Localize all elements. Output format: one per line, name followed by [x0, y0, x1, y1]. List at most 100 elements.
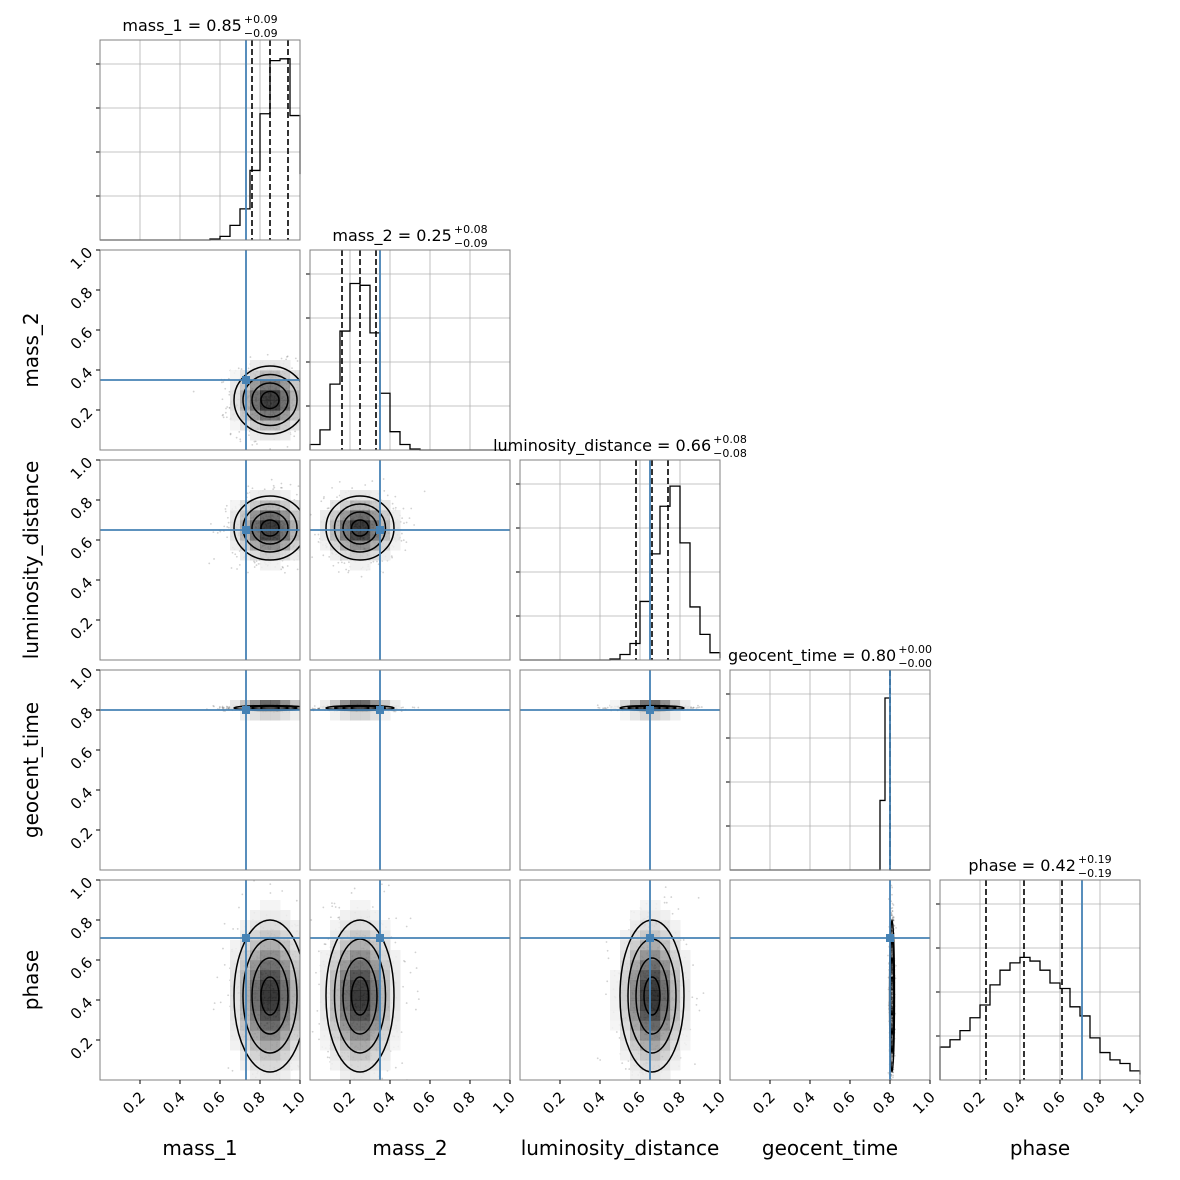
sample-point: [303, 523, 305, 525]
density-cell: [250, 380, 261, 391]
density-cell: [290, 700, 300, 711]
sample-point: [364, 484, 367, 486]
density-cell: [370, 510, 381, 521]
density-cell: [260, 550, 271, 561]
density-cell: [280, 710, 291, 721]
sample-point: [301, 419, 303, 421]
sample-point: [303, 378, 305, 380]
density-cell: [260, 710, 271, 721]
sample-point: [284, 571, 286, 574]
sample-point: [238, 431, 241, 433]
sample-point: [235, 555, 238, 558]
density-cell: [250, 710, 261, 721]
sample-point: [404, 549, 407, 552]
histogram-title: phase = 0.42: [968, 856, 1075, 875]
sample-point: [249, 356, 252, 358]
sample-point: [370, 561, 372, 564]
density-cell: [280, 540, 291, 551]
truth-marker: [242, 526, 250, 534]
sample-point: [260, 468, 262, 470]
sample-point: [212, 531, 215, 534]
sample-point: [234, 553, 237, 556]
sample-point: [318, 707, 321, 710]
density-cell: [370, 540, 381, 551]
density-cell: [340, 500, 351, 511]
scatter-panel-mass_2-luminosity_distance: [302, 459, 511, 661]
sample-point: [221, 706, 224, 709]
histogram-title: luminosity_distance = 0.66: [493, 436, 711, 456]
panel-frame: [99, 669, 301, 871]
sample-point: [312, 548, 314, 550]
density-cell: [370, 550, 381, 561]
sample-point: [286, 445, 289, 448]
sample-point: [303, 707, 305, 709]
density-cell: [270, 410, 281, 421]
contour-line: [333, 503, 387, 553]
density-cell: [290, 380, 300, 391]
sample-point: [386, 494, 389, 497]
density-cell: [340, 550, 351, 561]
sample-point: [408, 517, 411, 520]
sample-point: [382, 571, 385, 574]
panel-content: [100, 460, 314, 660]
sample-point: [229, 433, 232, 436]
density-cell: [270, 390, 281, 401]
density-cell: [340, 490, 351, 501]
title-median: phase = 0.42: [968, 856, 1075, 875]
density-cell: [320, 520, 331, 531]
sample-point: [314, 384, 316, 386]
sample-point: [218, 706, 221, 709]
density-cell: [280, 520, 291, 531]
sample-point: [306, 706, 308, 708]
density-cell: [330, 550, 341, 561]
sample-point: [226, 516, 229, 519]
sample-point: [413, 706, 416, 709]
sample-point: [294, 357, 297, 360]
sample-point: [246, 492, 249, 495]
sample-point: [311, 408, 313, 410]
sample-point: [235, 436, 238, 439]
sample-point: [212, 705, 215, 707]
density-cell: [380, 530, 391, 541]
sample-point: [301, 529, 303, 531]
density-cell: [260, 540, 271, 551]
sample-point: [305, 709, 307, 711]
sample-point: [227, 707, 230, 709]
sample-point: [347, 569, 350, 572]
density-cell: [390, 540, 401, 551]
density-cell: [280, 420, 291, 431]
sample-point: [281, 565, 284, 568]
title-err-plus: +0.00: [898, 643, 932, 656]
sample-point: [311, 388, 313, 390]
sample-point: [402, 539, 405, 542]
density-cell: [350, 550, 361, 561]
sample-point: [300, 338, 302, 340]
sample-point: [224, 510, 227, 513]
histogram-title: geocent_time = 0.80: [728, 646, 896, 666]
sample-point: [303, 386, 305, 388]
density-cell: [350, 710, 361, 721]
sample-point: [192, 390, 195, 393]
sample-point: [253, 566, 256, 568]
scatter-panel-mass_1-luminosity_distance: [99, 459, 314, 661]
histogram-panel-luminosity_distance: luminosity_distance = 0.66 +0.08−0.08: [493, 433, 747, 661]
density-cell: [280, 370, 291, 381]
density-cell: [280, 400, 291, 411]
panel-frame: [309, 459, 511, 661]
sample-point: [248, 434, 250, 437]
sample-point: [301, 517, 303, 519]
sample-point: [253, 560, 255, 563]
sample-point: [302, 402, 304, 404]
sample-point: [303, 415, 305, 417]
sample-point: [302, 519, 304, 521]
sample-point: [295, 453, 297, 455]
density-cell: [290, 550, 300, 561]
sample-point: [237, 367, 240, 370]
sample-point: [381, 560, 384, 562]
density-cell: [260, 510, 271, 521]
sample-point: [306, 513, 308, 515]
sample-point: [286, 356, 288, 358]
contour-line: [233, 495, 300, 561]
sample-point: [338, 480, 341, 483]
density-cell: [250, 400, 261, 411]
